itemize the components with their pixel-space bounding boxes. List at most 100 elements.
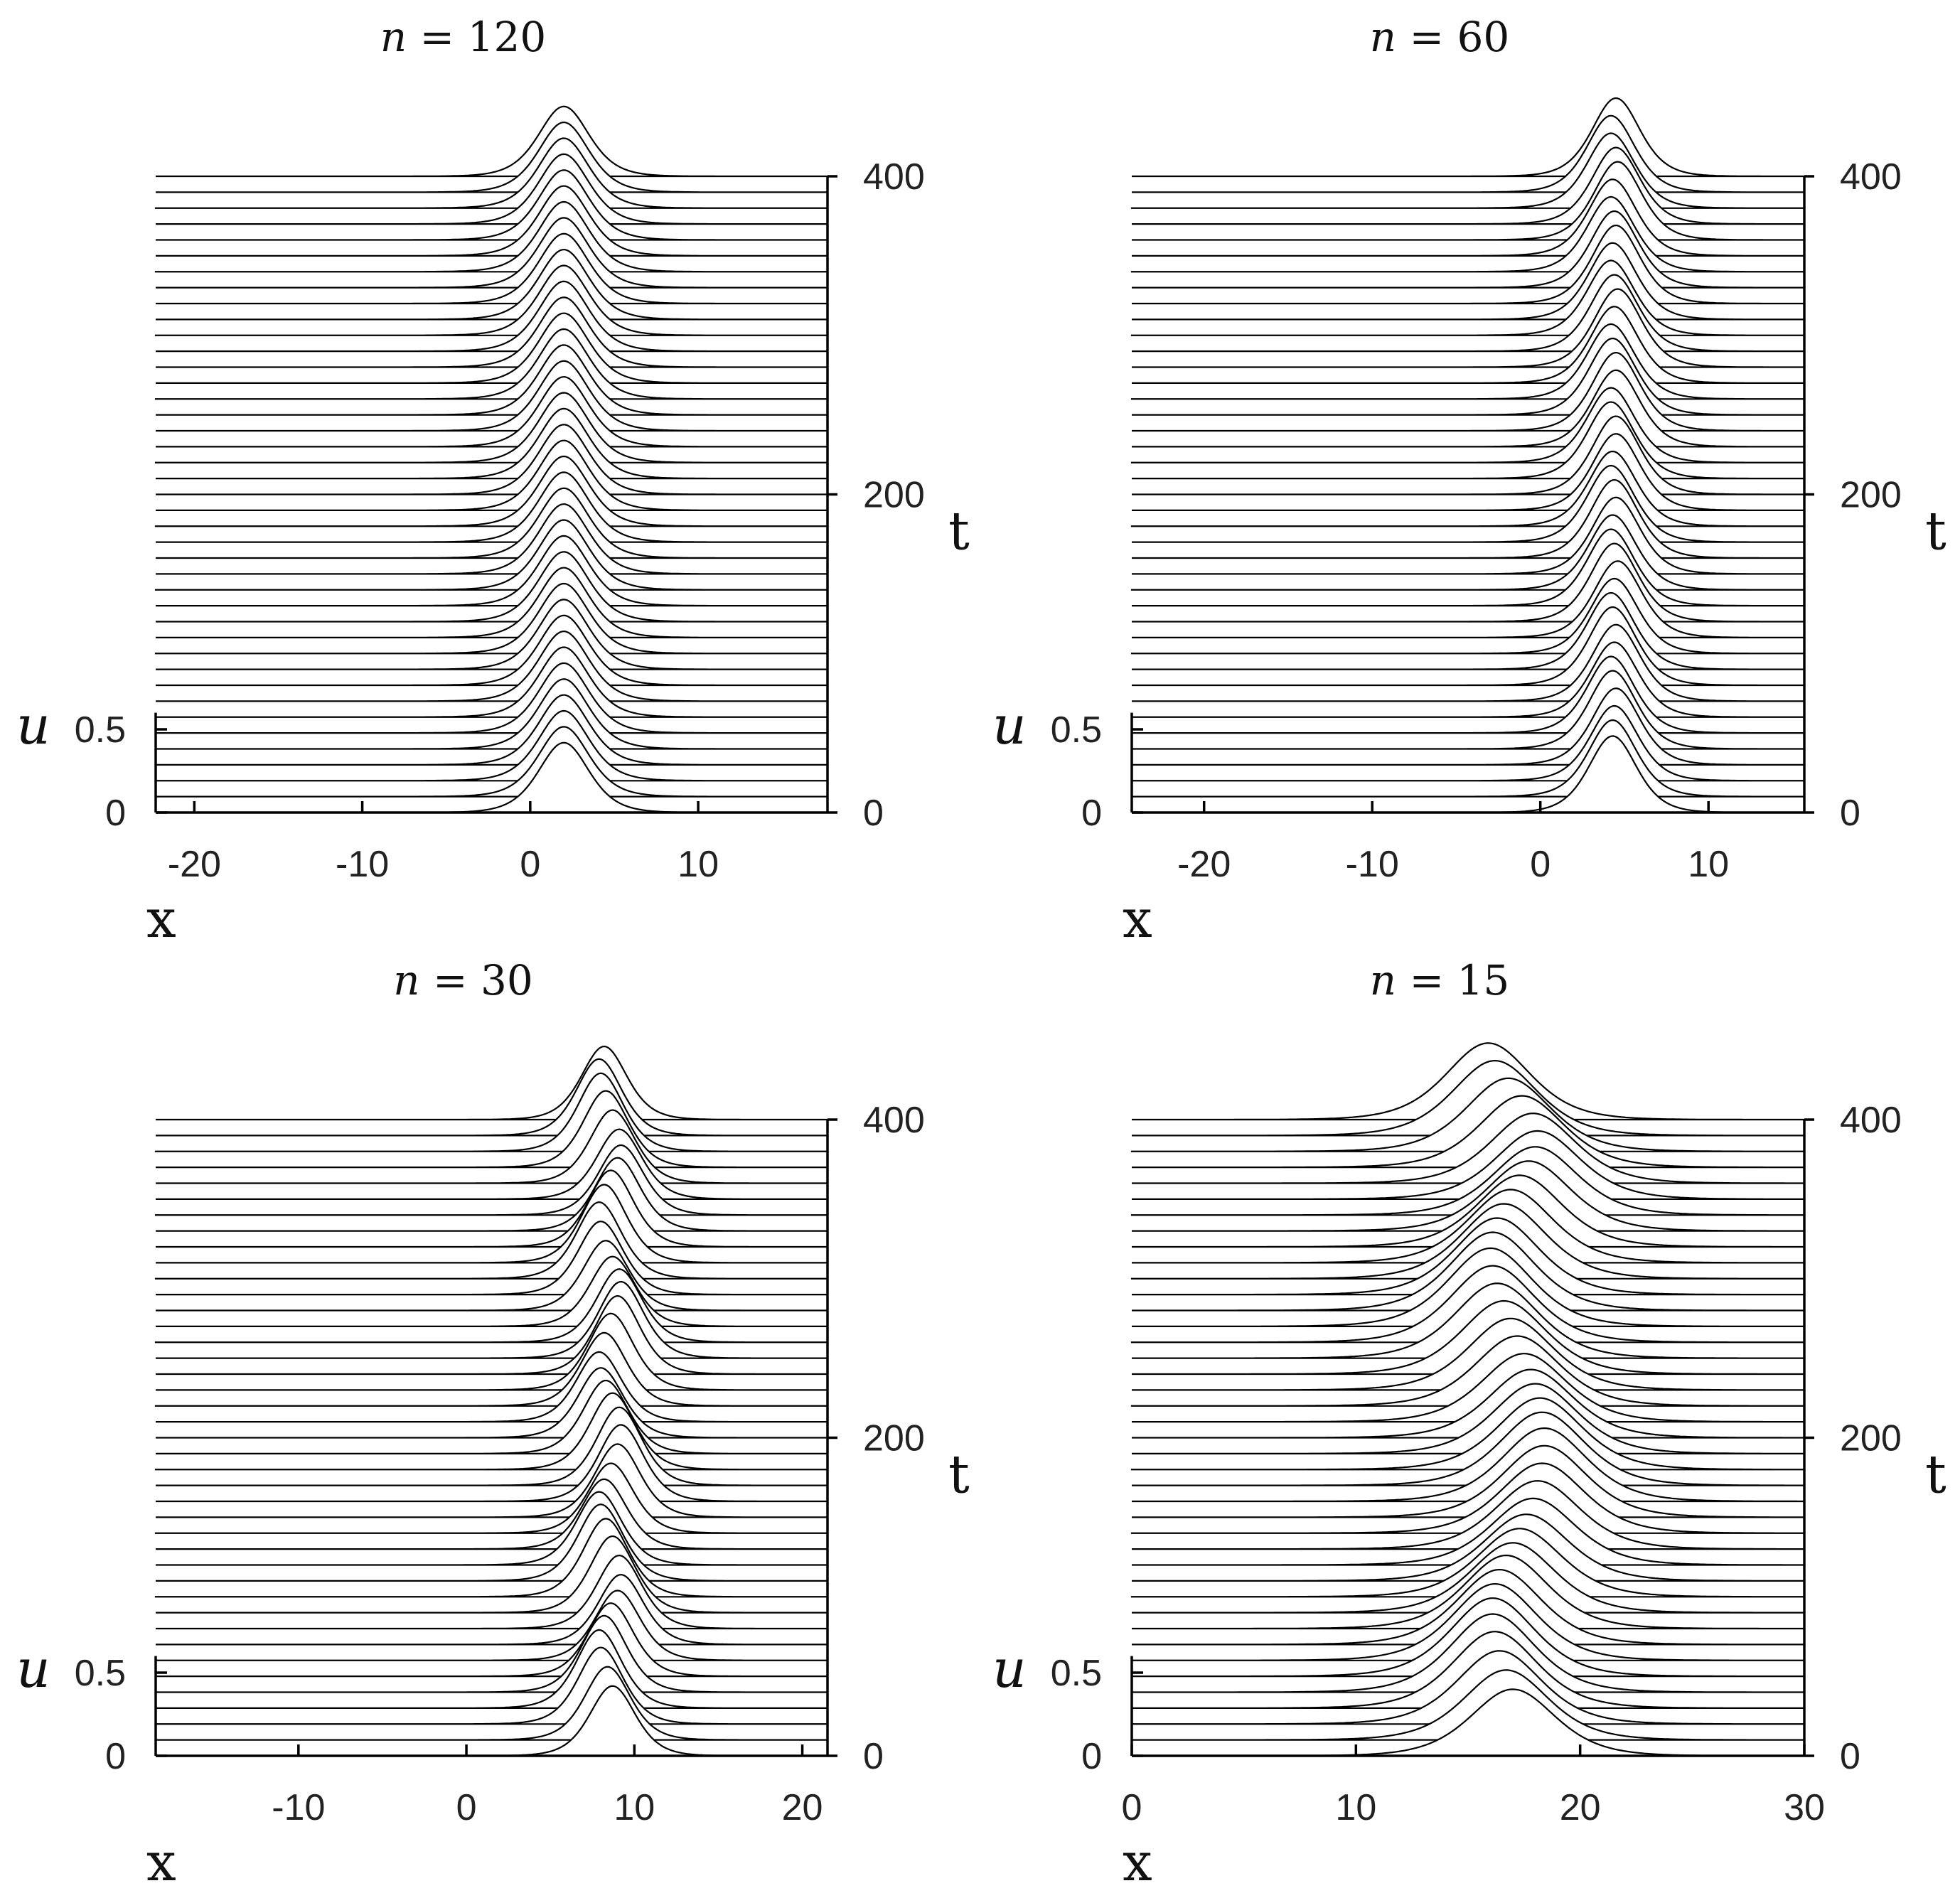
trace-t-390: [1132, 1059, 1804, 1137]
trace-t-230: [1132, 1317, 1804, 1391]
x-tick-label: -10: [336, 844, 389, 885]
trace-t-40: [156, 1614, 828, 1693]
trace-t-230: [156, 376, 828, 448]
trace-t-130: [1132, 1480, 1804, 1550]
trace-t-120: [1132, 1497, 1804, 1566]
trace-t-50: [156, 662, 828, 734]
t-tick-label: 200: [863, 1418, 925, 1459]
trace-t-190: [156, 439, 828, 511]
trace-t-320: [1132, 224, 1804, 305]
trace-t-320: [156, 1169, 828, 1248]
trace-t-340: [1130, 1146, 1806, 1216]
trace-t-290: [156, 1221, 828, 1296]
title-variable: n: [393, 956, 419, 1004]
trace-t-200: [156, 424, 828, 495]
trace-t-270: [156, 312, 828, 384]
trace-t-160: [1132, 478, 1804, 559]
t-tick-label: 0: [863, 1736, 884, 1777]
t-tick-label: 0: [863, 793, 884, 834]
trace-t-390: [1132, 114, 1804, 193]
trace-t-80: [1132, 606, 1804, 687]
u-tick-label: 0: [1081, 1736, 1102, 1777]
x-tick-label: 0: [1122, 1787, 1142, 1828]
trace-t-240: [1132, 351, 1804, 432]
panel-title: n = 60: [1370, 13, 1510, 61]
t-axis-label: t: [948, 1444, 970, 1506]
x-tick-label: 20: [1560, 1787, 1601, 1828]
x-tick-label: 10: [614, 1787, 655, 1828]
trace-t-170: [156, 1406, 828, 1486]
x-axis-label: x: [1123, 1832, 1152, 1893]
x-tick-label: 30: [1784, 1787, 1825, 1828]
trace-t-90: [1132, 1542, 1804, 1614]
t-tick-label: 400: [863, 1100, 925, 1141]
x-tick-label: -20: [1177, 844, 1231, 885]
trace-t-140: [154, 1462, 829, 1534]
x-tick-label: -20: [168, 844, 221, 885]
u-tick-label: 0.5: [1051, 1653, 1102, 1694]
u-tick-label: 0: [1081, 793, 1102, 834]
trace-t-220: [1130, 1335, 1806, 1407]
x-axis-label: x: [1123, 889, 1152, 950]
trace-t-340: [154, 200, 829, 273]
trace-t-200: [1132, 415, 1804, 495]
trace-t-180: [154, 1392, 829, 1471]
x-tick-label: -10: [272, 1787, 325, 1828]
trace-t-230: [156, 1312, 828, 1391]
title-equals: =: [1396, 13, 1457, 61]
trace-t-20: [1130, 1650, 1806, 1725]
trace-t-60: [154, 646, 829, 718]
u-axis-label: u: [16, 1639, 50, 1700]
trace-t-350: [1132, 1130, 1806, 1200]
trace-t-280: [156, 1240, 828, 1312]
trace-t-210: [156, 407, 828, 480]
trace-t-380: [154, 137, 829, 209]
trace-t-120: [156, 551, 828, 623]
trace-t-190: [1132, 1383, 1806, 1454]
trace-t-130: [156, 535, 828, 607]
trace-t-90: [156, 1535, 828, 1614]
trace-t-190: [156, 1379, 828, 1454]
trace-t-310: [156, 249, 828, 321]
trace-t-350: [156, 185, 828, 257]
trace-t-310: [156, 1184, 828, 1264]
panel-title: n = 30: [393, 956, 533, 1004]
u-tick-label: 0.5: [75, 709, 126, 751]
trace-t-40: [156, 678, 828, 750]
x-axis-label: x: [146, 889, 176, 950]
x-tick-label: 0: [1530, 844, 1551, 885]
trace-t-140: [1130, 1462, 1806, 1534]
title-value: 30: [481, 956, 533, 1004]
trace-t-240: [1132, 1299, 1804, 1376]
trace-t-260: [154, 328, 829, 400]
trace-t-330: [156, 217, 828, 289]
trace-t-370: [1132, 1095, 1804, 1169]
trace-t-70: [156, 1574, 828, 1646]
trace-t-120: [1132, 542, 1804, 623]
x-tick-label: 10: [678, 844, 719, 885]
trace-t-150: [156, 1443, 828, 1518]
u-axis-label: u: [992, 695, 1027, 756]
trace-t-180: [154, 455, 829, 527]
trace-t-250: [156, 344, 828, 416]
trace-t-150: [156, 503, 828, 575]
trace-t-160: [1132, 1427, 1804, 1503]
trace-t-360: [1132, 1112, 1804, 1184]
trace-t-200: [1132, 1368, 1804, 1439]
x-tick-label: 0: [456, 1787, 477, 1828]
trace-t-290: [156, 280, 828, 353]
trace-t-380: [1130, 132, 1806, 209]
trace-t-390: [156, 1058, 828, 1137]
trace-t-210: [1132, 1353, 1804, 1423]
trace-t-160: [156, 1424, 828, 1503]
trace-t-110: [156, 567, 828, 638]
t-axis-label: t: [1925, 1444, 1946, 1506]
title-equals: =: [1396, 956, 1457, 1004]
trace-t-390: [156, 122, 828, 193]
trace-t-80: [156, 1554, 828, 1630]
trace-t-340: [154, 1144, 829, 1216]
trace-t-0: [156, 1685, 828, 1757]
trace-t-80: [156, 614, 828, 687]
trace-t-300: [154, 1201, 829, 1280]
trace-t-150: [1132, 1444, 1806, 1518]
